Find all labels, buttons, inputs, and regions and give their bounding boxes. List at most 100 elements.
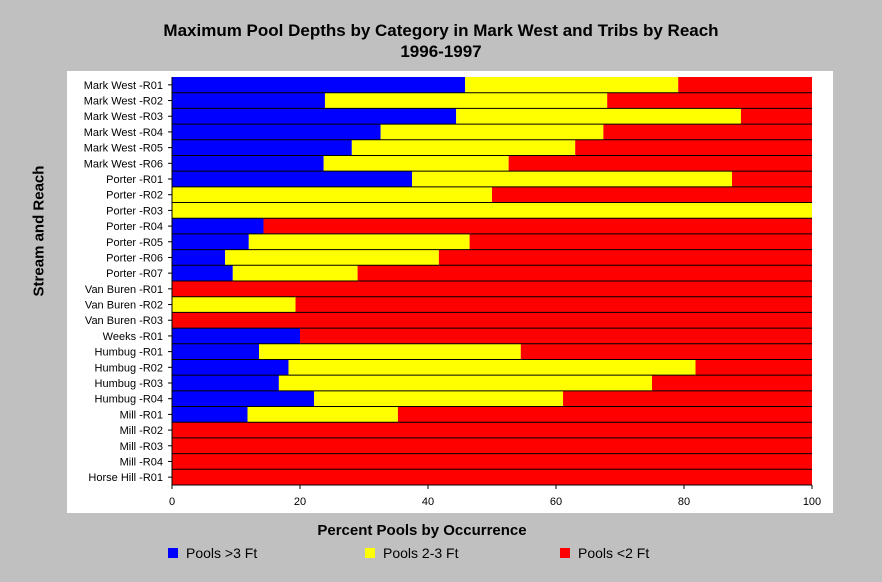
bar-segment	[172, 108, 457, 125]
x-tick-label: 80	[678, 496, 690, 508]
x-tick-label: 0	[169, 496, 175, 508]
bar-segment	[295, 296, 812, 313]
y-tick-label: Porter -R03	[106, 205, 163, 217]
y-tick-label: Mark West -R05	[84, 143, 163, 155]
bar-segment	[732, 171, 812, 187]
legend-label: Pools >3 Ft	[186, 545, 258, 561]
legend-label: Pools 2-3 Ft	[383, 545, 459, 561]
y-tick-label: Humbug -R02	[95, 362, 163, 374]
x-tick-label: 40	[422, 496, 434, 508]
legend-swatch	[560, 548, 570, 559]
legend-item-pools-2-3ft: Pools 2-3 Ft	[365, 545, 458, 561]
bar-segment	[232, 265, 358, 281]
legend-item-pools-under-2ft: Pools <2 Ft	[560, 545, 649, 561]
y-tick-label: Mark West -R06	[84, 158, 163, 170]
legend-swatch	[365, 548, 375, 559]
x-tick-label: 60	[550, 496, 562, 508]
bar-segment	[575, 139, 812, 156]
bar-segment	[397, 406, 812, 423]
bar-segment	[607, 92, 812, 109]
y-tick-label: Mill -R02	[120, 425, 163, 437]
x-tick-label: 20	[294, 496, 306, 508]
y-tick-label: Mill -R01	[120, 409, 163, 421]
y-tick-label: Humbug -R01	[95, 347, 163, 359]
bar-segment	[278, 375, 652, 391]
y-tick-label: Van Buren -R01	[85, 284, 163, 296]
bar-segment	[172, 249, 226, 266]
y-tick-label: Porter -R04	[106, 221, 163, 233]
bar-segment	[603, 124, 812, 140]
bar-segment	[465, 77, 679, 93]
bar-segment	[695, 359, 812, 376]
bar-segment	[314, 390, 564, 407]
legend-label: Pools <2 Ft	[578, 545, 650, 561]
bar-segment	[172, 328, 300, 344]
bar-segment	[438, 249, 812, 266]
y-tick-label: Humbug -R03	[95, 378, 163, 390]
y-tick-label: Van Buren -R03	[85, 315, 163, 327]
bar-segment	[172, 124, 381, 140]
bar-segment	[652, 375, 812, 391]
bar-segment	[172, 186, 492, 203]
bar-segment	[172, 281, 812, 297]
bar-segment	[172, 422, 812, 438]
bar-segment	[492, 186, 812, 203]
bar-segment	[563, 390, 812, 407]
bar-segment	[172, 233, 249, 250]
legend-item-pools-over-3ft: Pools >3 Ft	[168, 545, 257, 561]
y-tick-label: Van Buren -R02	[85, 300, 163, 312]
bar-segment	[740, 108, 812, 125]
bar-segment	[508, 155, 812, 172]
bar-segment	[288, 359, 696, 376]
bar-segment	[172, 155, 324, 172]
y-tick-label: Porter -R01	[106, 174, 163, 186]
y-tick-label: Mark West -R02	[84, 96, 163, 108]
y-tick-label: Porter -R05	[106, 237, 163, 249]
bar-segment	[172, 265, 233, 281]
bar-segment	[172, 202, 812, 219]
bar-segment	[351, 139, 576, 156]
bar-segment	[172, 437, 812, 454]
y-tick-label: Porter -R07	[106, 268, 163, 280]
y-tick-label: Porter -R02	[106, 190, 163, 202]
y-tick-label: Humbug -R04	[95, 394, 163, 406]
bar-segment	[172, 359, 289, 376]
bar-segment	[172, 343, 260, 360]
y-tick-label: Mark West -R03	[84, 111, 163, 123]
y-tick-label: Horse Hill -R01	[88, 472, 163, 484]
bar-segment	[300, 328, 812, 344]
bar-segment	[172, 77, 466, 93]
y-tick-label: Mill -R04	[120, 456, 163, 468]
bar-segment	[248, 233, 470, 250]
y-tick-label: Mill -R03	[120, 441, 163, 453]
bar-segment	[172, 92, 325, 109]
bar-segment	[357, 265, 812, 281]
chart-subtitle: 1996-1997	[400, 42, 482, 61]
y-tick-label: Porter -R06	[106, 252, 163, 264]
bar-segment	[172, 218, 264, 234]
bar-segment	[172, 296, 296, 313]
bar-segment	[263, 218, 812, 234]
legend-swatch	[168, 548, 178, 559]
bar-segment	[323, 155, 509, 172]
bar-segment	[469, 233, 812, 250]
chart-title: Maximum Pool Depths by Category in Mark …	[163, 21, 719, 40]
y-tick-label: Mark West -R04	[84, 127, 163, 139]
bar-segment	[247, 406, 398, 423]
bar-segment	[225, 249, 439, 266]
x-tick-label: 100	[803, 496, 821, 508]
bar-segment	[520, 343, 812, 360]
y-tick-label: Weeks -R01	[103, 331, 163, 343]
bar-segment	[172, 406, 248, 423]
x-axis-label: Percent Pools by Occurrence	[317, 522, 527, 539]
bar-segment	[172, 375, 279, 391]
bar-segment	[172, 139, 352, 156]
bar-segment	[456, 108, 741, 125]
bar-segment	[172, 312, 812, 329]
bar-segment	[259, 343, 521, 360]
y-tick-label: Mark West -R01	[84, 80, 163, 92]
bar-segment	[172, 171, 412, 187]
bar-segment	[172, 469, 812, 485]
bar-segment	[324, 92, 608, 109]
